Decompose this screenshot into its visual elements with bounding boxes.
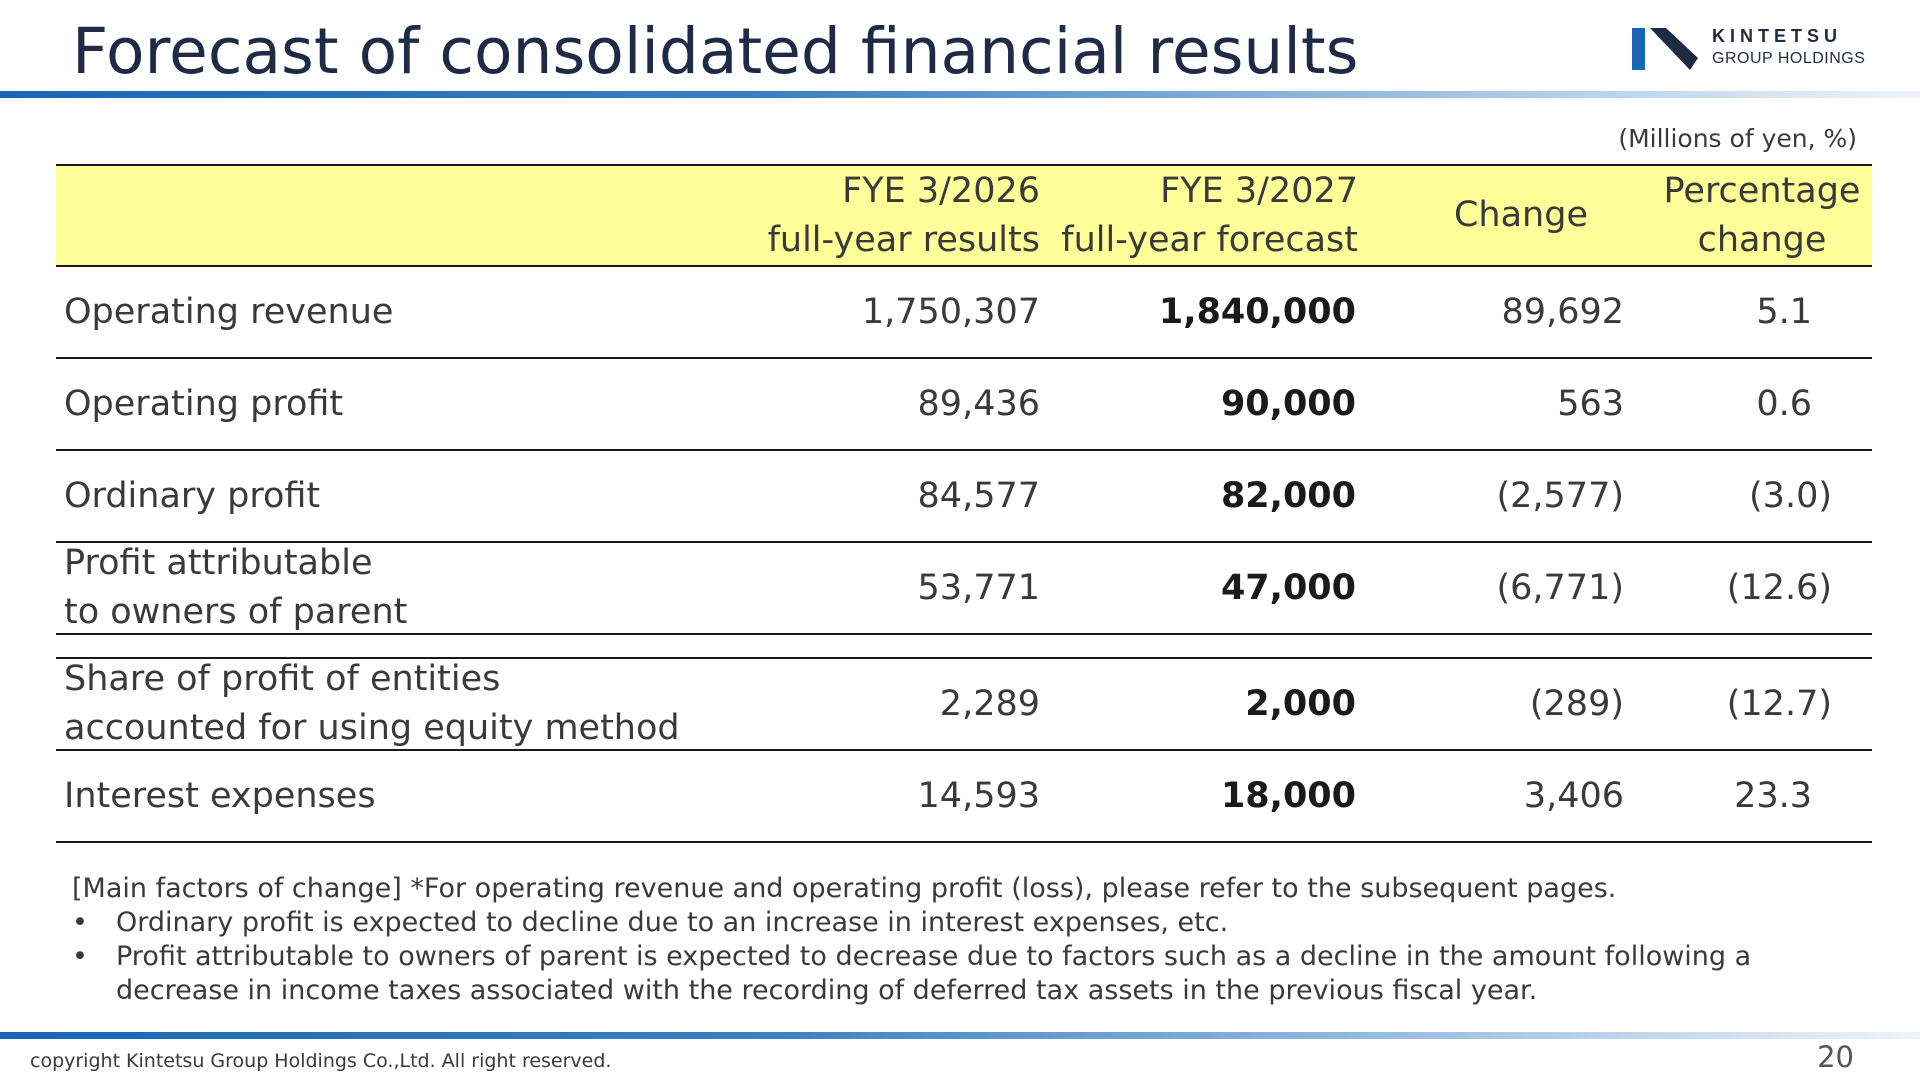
copyright-text: copyright Kintetsu Group Holdings Co.,Lt…: [30, 1050, 612, 1072]
cell-fy2027: 90,000: [1220, 383, 1356, 424]
cell-percentage: 23.3: [1734, 775, 1812, 816]
cell-fy2026: 2,289: [939, 683, 1040, 724]
notes-heading: [Main factors of change] *For operating …: [72, 873, 1617, 904]
page-number: 20: [1817, 1040, 1854, 1074]
row-label: Profit attributable to owners of parent: [64, 543, 864, 633]
table-header-row: FYE 3/2026 full-year results FYE 3/2027 …: [56, 164, 1872, 267]
row-label: Share of profit of entities accounted fo…: [64, 659, 864, 749]
table-row: Operating revenue 1,750,307 1,840,000 89…: [56, 267, 1872, 359]
cell-percentage: 5.1: [1756, 291, 1812, 332]
logo-subtitle: GROUP HOLDINGS: [1712, 50, 1866, 67]
logo-name: KINTETSU: [1712, 26, 1842, 46]
table-row: Operating profit 89,436 90,000 563 0.6: [56, 359, 1872, 451]
cell-fy2026: 84,577: [917, 475, 1040, 516]
cell-change: (289): [1529, 683, 1624, 724]
bullet-text: Ordinary profit is expected to decline d…: [116, 907, 1229, 938]
header-divider: [0, 91, 1920, 98]
row-label-line2: to owners of parent: [64, 592, 408, 632]
cell-change: (2,577): [1496, 475, 1624, 516]
list-item: • Ordinary profit is expected to decline…: [72, 906, 1836, 940]
table-row: Share of profit of entities accounted fo…: [56, 657, 1872, 751]
row-label: Interest expenses: [64, 775, 376, 816]
footer-divider: [0, 1032, 1920, 1039]
cell-fy2027: 1,840,000: [1158, 291, 1356, 332]
row-label-line2: accounted for using equity method: [64, 708, 680, 748]
cell-percentage: (12.6): [1726, 567, 1832, 608]
header-fy2027: FYE 3/2027 full-year forecast: [1016, 166, 1358, 265]
cell-change: 89,692: [1501, 291, 1624, 332]
cell-fy2026: 1,750,307: [861, 291, 1040, 332]
row-label: Operating revenue: [64, 291, 394, 332]
company-logo: KINTETSU GROUP HOLDINGS: [1632, 26, 1872, 74]
table-section-gap: [56, 635, 1872, 657]
header-fy2026: FYE 3/2026 full-year results: [656, 166, 1040, 265]
bullet-text: Profit attributable to owners of parent …: [116, 941, 1752, 1006]
header-pct-line1: Percentage: [1663, 170, 1861, 211]
cell-change: (6,771): [1496, 567, 1624, 608]
cell-fy2026: 53,771: [917, 567, 1040, 608]
row-label: Operating profit: [64, 383, 344, 424]
cell-fy2027: 18,000: [1220, 775, 1356, 816]
table-row: Ordinary profit 84,577 82,000 (2,577) (3…: [56, 451, 1872, 543]
cell-fy2026: 89,436: [917, 383, 1040, 424]
header-change: Change: [1453, 195, 1588, 235]
header-fy2027-line1: FYE 3/2027: [1160, 170, 1358, 211]
cell-fy2027: 2,000: [1245, 683, 1356, 724]
header-fy2026-line1: FYE 3/2026: [842, 170, 1040, 211]
cell-change: 563: [1557, 383, 1624, 424]
row-label: Ordinary profit: [64, 475, 321, 516]
unit-note: (Millions of yen, %): [1618, 124, 1857, 153]
financial-results-table: FYE 3/2026 full-year results FYE 3/2027 …: [56, 164, 1872, 843]
cell-percentage: (12.7): [1726, 683, 1832, 724]
cell-fy2027: 82,000: [1220, 475, 1356, 516]
header-fy2027-line2: full-year forecast: [1061, 219, 1358, 260]
row-label-line1: Share of profit of entities: [64, 659, 501, 699]
list-item: • Profit attributable to owners of paren…: [72, 940, 1836, 1008]
cell-percentage: 0.6: [1756, 383, 1812, 424]
header-pct-line2: change: [1697, 219, 1827, 260]
cell-fy2026: 14,593: [917, 775, 1040, 816]
bullet-icon: •: [72, 907, 88, 938]
logo-mark-bar: [1632, 28, 1645, 70]
logo-mark-icon: [1650, 28, 1698, 70]
bullet-icon: •: [72, 941, 88, 972]
row-label-line1: Profit attributable: [64, 543, 373, 583]
notes-section: [Main factors of change] *For operating …: [72, 872, 1836, 1008]
table-row: Interest expenses 14,593 18,000 3,406 23…: [56, 751, 1872, 843]
cell-percentage: (3.0): [1749, 475, 1832, 516]
table-row: Profit attributable to owners of parent …: [56, 543, 1872, 635]
cell-fy2027: 47,000: [1220, 567, 1356, 608]
header-fy2026-line2: full-year results: [767, 219, 1040, 260]
cell-change: 3,406: [1523, 775, 1624, 816]
page-title: Forecast of consolidated financial resul…: [72, 15, 1359, 88]
header-percentage-change: Percentage change: [1626, 166, 1898, 265]
